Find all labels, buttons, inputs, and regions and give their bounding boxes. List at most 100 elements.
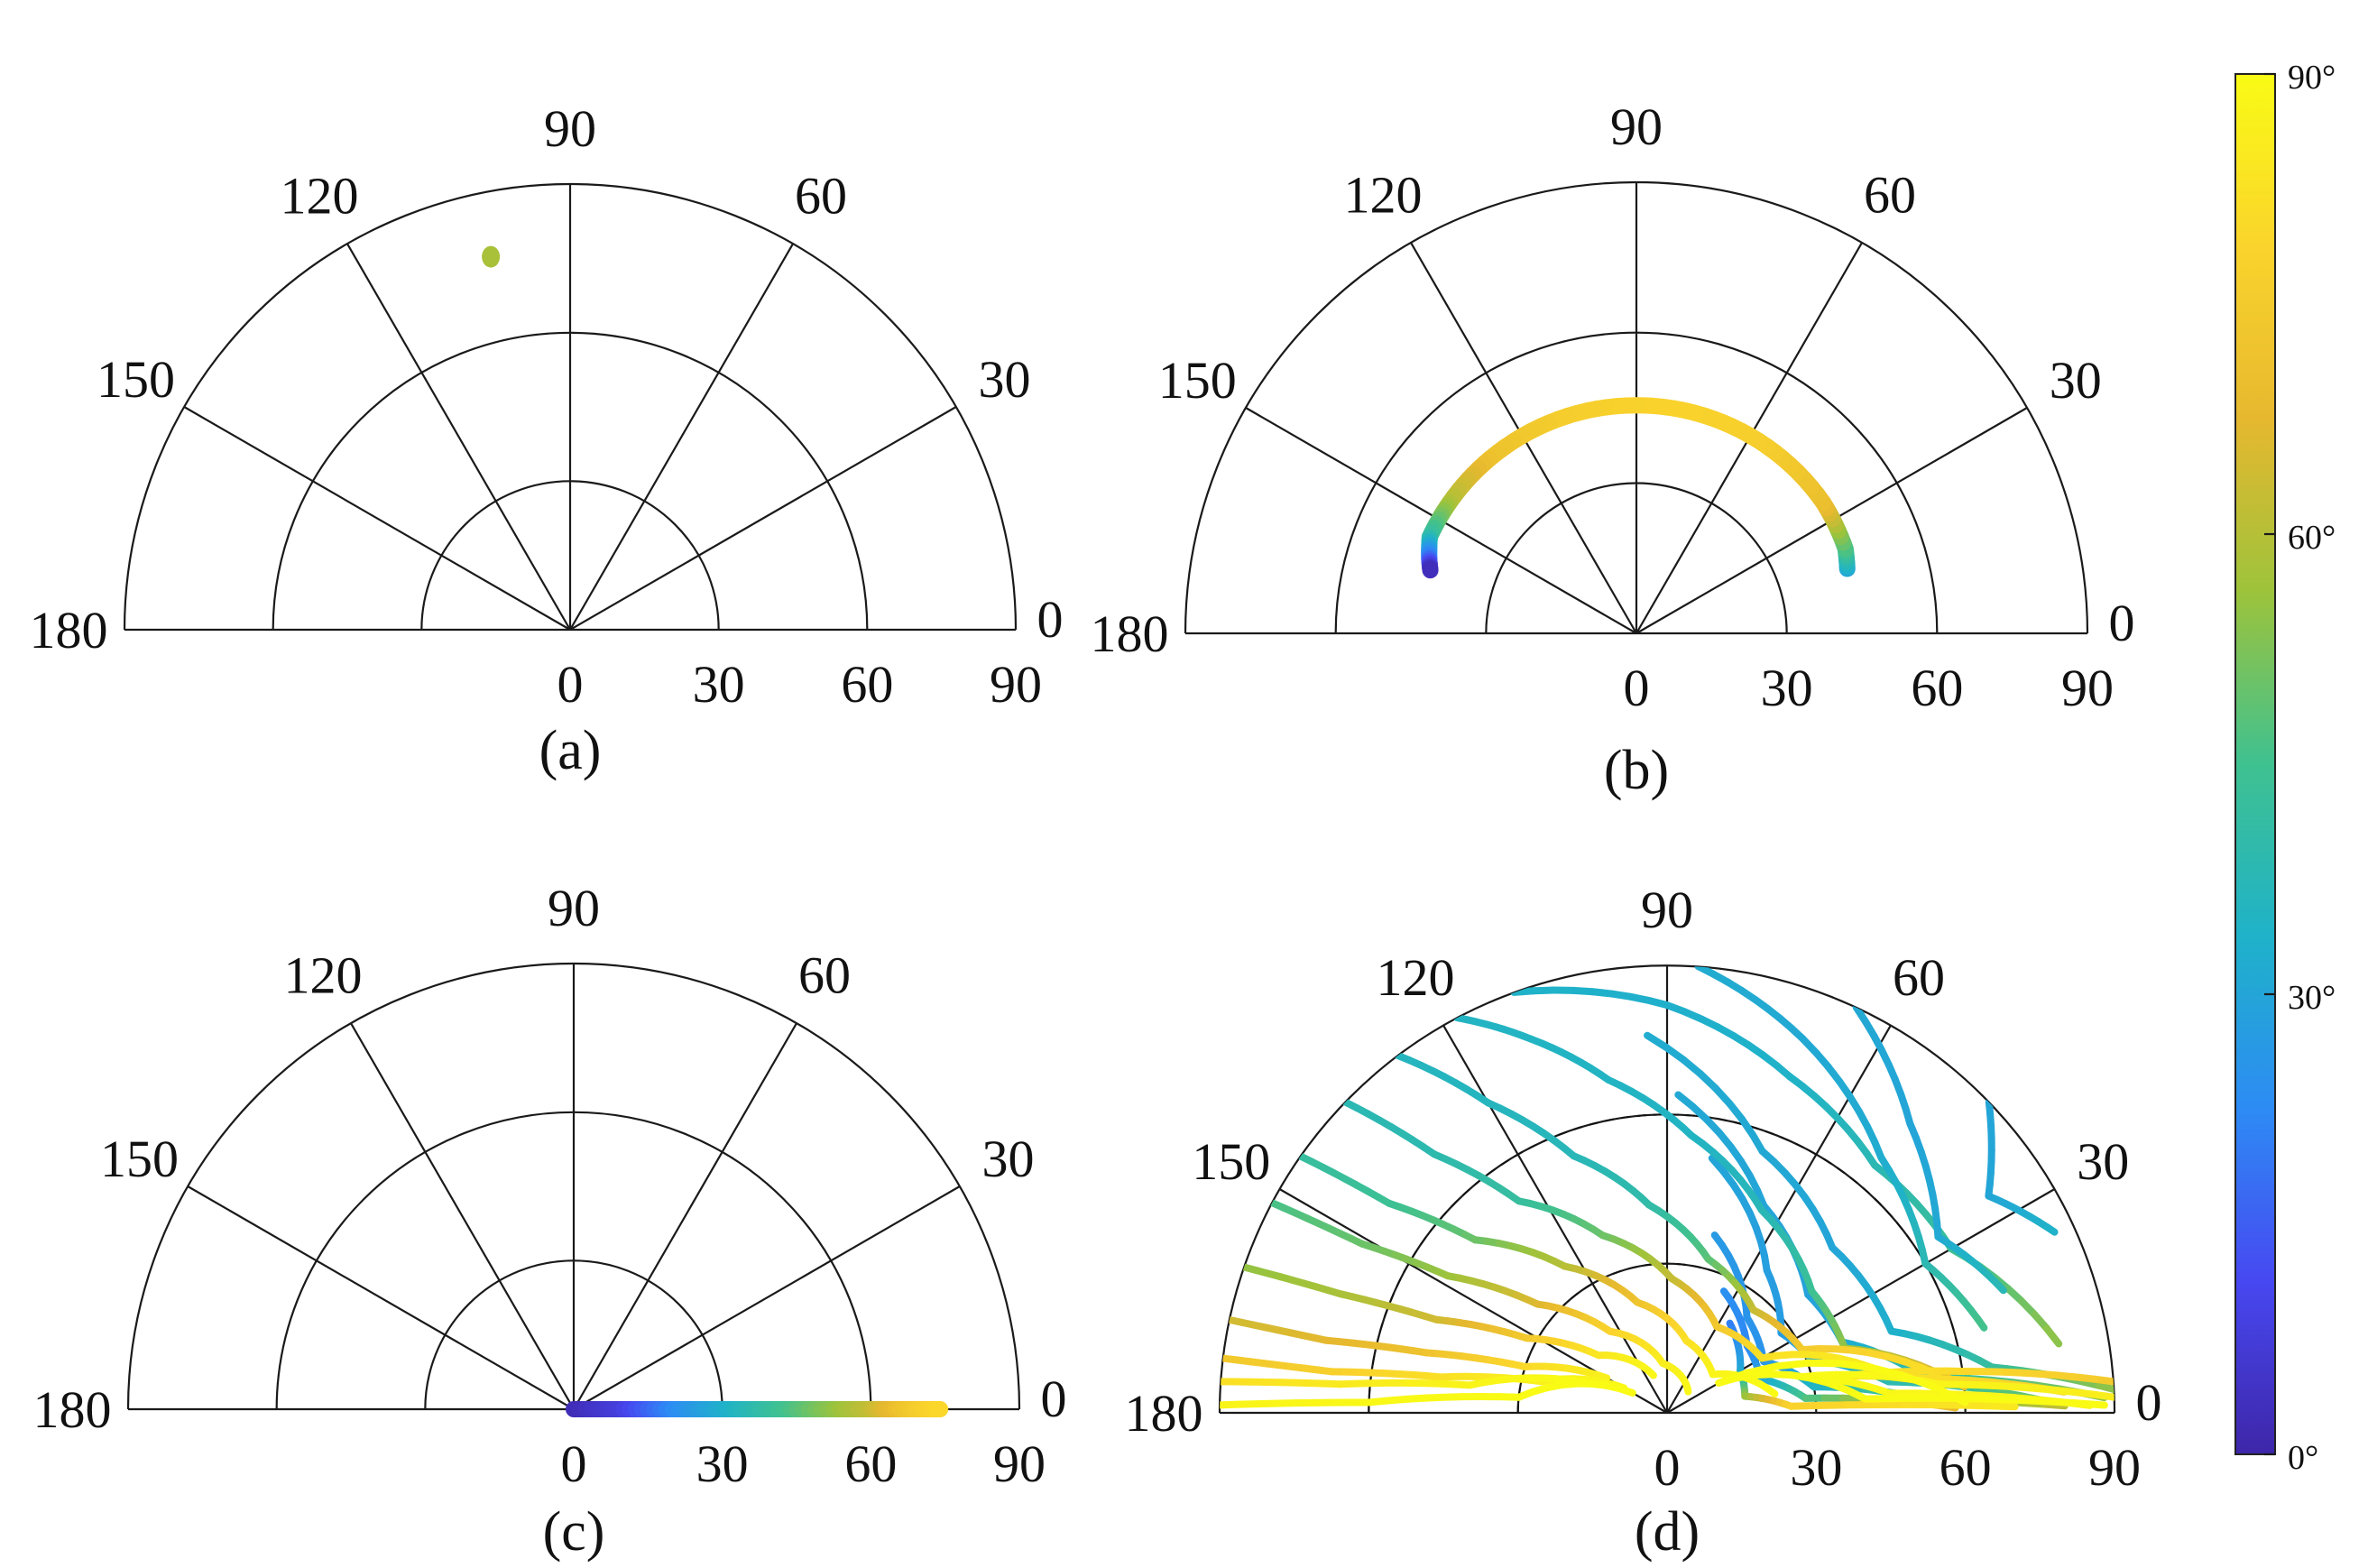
- colorbar-label-60: 60°: [2288, 519, 2336, 557]
- colorbar-label-30: 30°: [2288, 979, 2336, 1017]
- grid-c: [126, 962, 1021, 1411]
- series-segment-d-22-0-1: [2041, 1397, 2078, 1407]
- grid-spoke-30: [573, 1185, 961, 1410]
- series-segment-d-2-2-7: [1992, 1278, 2007, 1295]
- radial-tick-a-30: 30: [693, 655, 745, 714]
- series-d-19: [1220, 1379, 1636, 1409]
- radial-tick-a-0: 0: [557, 655, 584, 714]
- angle-tick-c-60: 60: [798, 945, 851, 1004]
- angle-tick-a-60: 60: [795, 166, 847, 225]
- angle-tick-c-150: 150: [100, 1130, 179, 1188]
- colorbar-label-90: 90°: [2288, 59, 2336, 97]
- series-segment-d-13-6-7: [1764, 1384, 1779, 1397]
- series-segment-d-21-0-3: [2022, 1384, 2052, 1394]
- radial-tick-d-60: 60: [1940, 1438, 1992, 1497]
- caption-d: (d): [1635, 1501, 1700, 1563]
- grid-spoke-150: [187, 1185, 575, 1410]
- grid-spoke-120: [350, 1022, 575, 1410]
- grid-spoke-120: [1442, 1024, 1668, 1414]
- caption-b: (b): [1604, 740, 1669, 801]
- grid-spoke-60: [573, 1022, 797, 1410]
- data-point-a-0-0: [482, 245, 501, 268]
- polar-panel-b: 0 30 60 90 120 150 180 0 30 60 90: [1091, 97, 2135, 717]
- series-segment-d-9-3-7: [1983, 1402, 2019, 1411]
- angle-tick-d-150: 150: [1192, 1132, 1270, 1191]
- series-d-15: [1240, 1263, 1657, 1379]
- grid-spoke-150: [183, 406, 571, 631]
- angle-tick-a-0: 0: [1037, 590, 1064, 649]
- angle-tick-d-120: 120: [1377, 948, 1455, 1007]
- radial-tick-c-90: 90: [993, 1434, 1046, 1493]
- angle-tick-c-0: 0: [1041, 1370, 1067, 1428]
- series-d-22: [1715, 1359, 2108, 1409]
- angle-tick-d-60: 60: [1893, 948, 1945, 1007]
- angle-tick-b-30: 30: [2050, 351, 2102, 410]
- radial-tick-b-0: 0: [1624, 659, 1650, 717]
- angle-tick-b-180: 180: [1091, 604, 1169, 663]
- radial-tick-c-0: 0: [561, 1434, 587, 1493]
- radial-tick-d-30: 30: [1790, 1438, 1842, 1497]
- radial-tick-a-90: 90: [990, 655, 1042, 714]
- series-segment-d-22-0-7: [1861, 1394, 1900, 1403]
- radial-tick-d-0: 0: [1654, 1438, 1681, 1497]
- series-segment-d-21-0-4: [2001, 1382, 2031, 1392]
- radial-tick-d-90: 90: [2088, 1438, 2141, 1497]
- angle-tick-c-30: 30: [982, 1130, 1035, 1188]
- angle-tick-b-0: 0: [2109, 594, 2135, 652]
- series-segment-d-22-2-3: [1803, 1359, 1843, 1368]
- angle-tick-d-30: 30: [2077, 1132, 2129, 1191]
- angle-tick-a-30: 30: [979, 350, 1031, 409]
- series-d-18: [1220, 1374, 1587, 1389]
- series-segment-d-22-2-4: [1835, 1360, 1875, 1371]
- series-segment-d-9-3-1: [1815, 1401, 1851, 1409]
- series-segment-d-16-3-7: [1593, 1370, 1611, 1382]
- series-segment-d-4-0-0: [1644, 1031, 1671, 1051]
- radial-tick-c-60: 60: [844, 1434, 897, 1493]
- series-segment-d-14-5-7: [1683, 1384, 1692, 1396]
- series-segment-d-4-0-1: [1663, 1043, 1688, 1065]
- radial-tick-a-60: 60: [841, 655, 893, 714]
- series-group-a: [482, 245, 501, 268]
- series-d-16: [1225, 1315, 1611, 1382]
- series-d-3: [1985, 1098, 2059, 1236]
- series-segment-d-15-4-7: [1645, 1367, 1657, 1379]
- polar-panel-c: 0 30 60 90 120 150 180 0 30 60 90: [33, 879, 1067, 1493]
- series-segment-d-22-2-5: [1866, 1363, 1907, 1379]
- colorbar-label-0: 0°: [2288, 1439, 2318, 1477]
- angle-tick-c-90: 90: [548, 879, 600, 937]
- series-segment-d-22-0-3: [1981, 1395, 2019, 1404]
- angle-tick-a-90: 90: [544, 99, 596, 158]
- series-segment-d-22-2-7: [1930, 1383, 1969, 1407]
- series-segment-d-19-2-7: [1616, 1385, 1636, 1397]
- angle-tick-b-60: 60: [1864, 165, 1916, 224]
- series-segment-d-0-4-7: [2043, 1324, 2063, 1348]
- series-d-1: [1694, 965, 1988, 1332]
- series-d-14: [1268, 1199, 1692, 1396]
- series-segment-d-21-0-0: [2088, 1390, 2115, 1401]
- series-segment-d-22-2-6: [1899, 1371, 1939, 1391]
- grid-spoke-120: [346, 243, 571, 631]
- radial-tick-b-30: 30: [1761, 659, 1813, 717]
- series-segment-d-22-2-0: [1715, 1369, 1751, 1387]
- series-d-11: [1394, 1051, 1942, 1379]
- series-segment-d-22-2-2: [1773, 1359, 1811, 1370]
- series-group-b: [1421, 397, 1856, 579]
- colorbar-gradient: [2234, 73, 2276, 1455]
- series-segment-d-21-0-6: [1957, 1380, 1986, 1389]
- angle-tick-d-90: 90: [1641, 881, 1693, 939]
- angle-tick-a-120: 120: [281, 166, 359, 225]
- series-segment-d-21-0-5: [1978, 1381, 2009, 1390]
- series-segment-d-22-2-1: [1743, 1362, 1781, 1377]
- caption-a: (a): [539, 720, 602, 781]
- angle-tick-b-90: 90: [1610, 97, 1663, 156]
- series-segment-d-21-0-2: [2044, 1386, 2075, 1396]
- grid-spoke-60: [569, 243, 794, 631]
- series-segment-d-22-0-0: [2070, 1399, 2108, 1409]
- colorbar: 0° 30° 60° 90°: [2234, 59, 2336, 1477]
- angle-tick-c-120: 120: [284, 945, 363, 1004]
- radial-tick-b-60: 60: [1911, 659, 1963, 717]
- series-d-2: [1852, 1003, 2007, 1295]
- series-segment-d-22-0-2: [2011, 1396, 2049, 1406]
- grid-a: [123, 182, 1018, 632]
